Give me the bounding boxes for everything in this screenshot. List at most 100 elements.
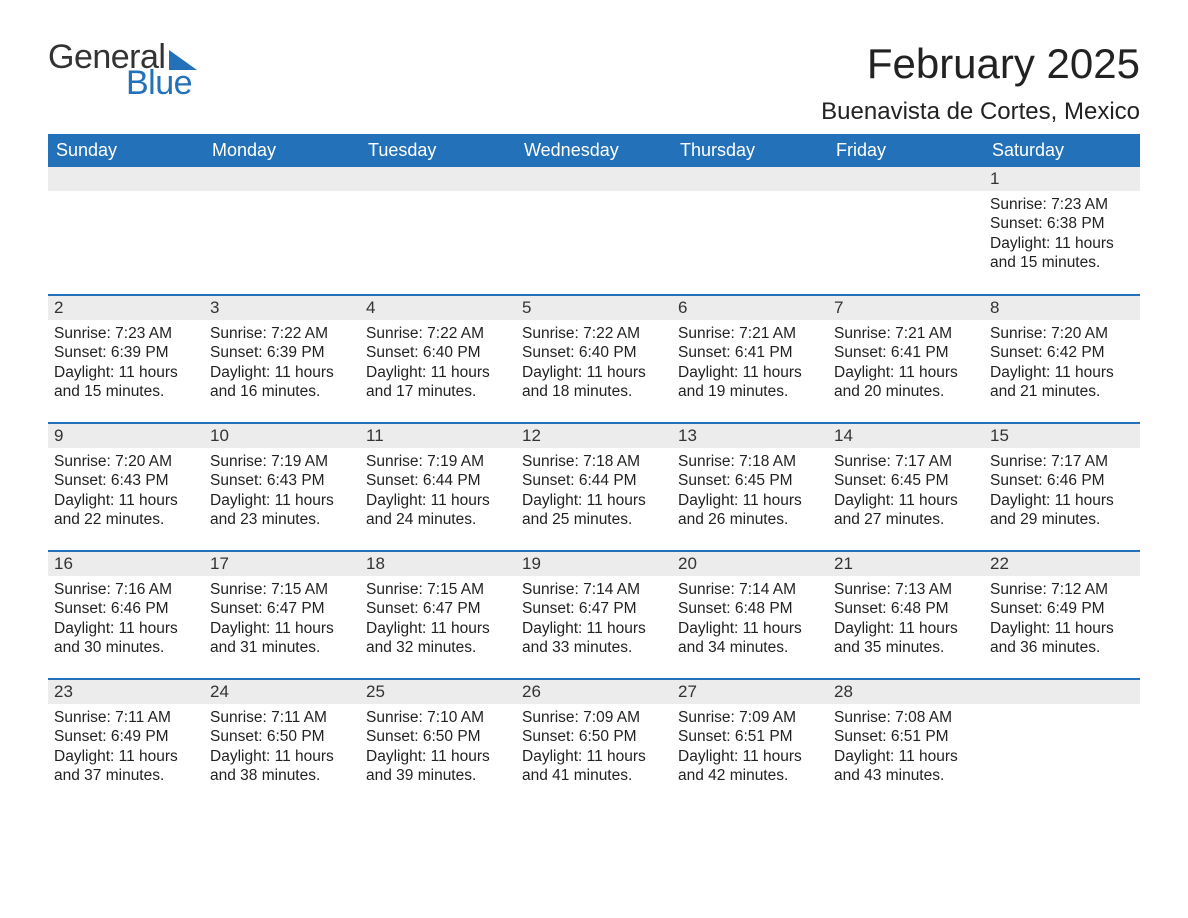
sunrise-text: Sunrise: 7:12 AM [990,580,1134,599]
day-number: 15 [984,424,1140,448]
calendar-table: Sunday Monday Tuesday Wednesday Thursday… [48,134,1140,807]
calendar-cell: 28Sunrise: 7:08 AMSunset: 6:51 PMDayligh… [828,679,984,807]
daylight-text: Daylight: 11 hours and 19 minutes. [678,363,822,402]
day-details: Sunrise: 7:21 AMSunset: 6:41 PMDaylight:… [828,320,984,412]
calendar-week-row: 1Sunrise: 7:23 AMSunset: 6:38 PMDaylight… [48,167,1140,295]
logo-text-blue: Blue [126,66,197,100]
day-details: Sunrise: 7:14 AMSunset: 6:48 PMDaylight:… [672,576,828,668]
calendar-cell: 16Sunrise: 7:16 AMSunset: 6:46 PMDayligh… [48,551,204,679]
day-number [204,167,360,191]
location-label: Buenavista de Cortes, Mexico [821,98,1140,126]
day-header: Thursday [672,134,828,167]
day-number: 16 [48,552,204,576]
calendar-cell: 20Sunrise: 7:14 AMSunset: 6:48 PMDayligh… [672,551,828,679]
calendar-cell [360,167,516,295]
day-number: 27 [672,680,828,704]
day-details: Sunrise: 7:09 AMSunset: 6:51 PMDaylight:… [672,704,828,796]
sunset-text: Sunset: 6:48 PM [678,599,822,618]
day-header: Tuesday [360,134,516,167]
day-number: 4 [360,296,516,320]
day-details: Sunrise: 7:18 AMSunset: 6:44 PMDaylight:… [516,448,672,540]
day-number [48,167,204,191]
sunrise-text: Sunrise: 7:20 AM [54,452,198,471]
sunrise-text: Sunrise: 7:17 AM [990,452,1134,471]
calendar-cell: 23Sunrise: 7:11 AMSunset: 6:49 PMDayligh… [48,679,204,807]
calendar-cell: 2Sunrise: 7:23 AMSunset: 6:39 PMDaylight… [48,295,204,423]
daylight-text: Daylight: 11 hours and 16 minutes. [210,363,354,402]
sunset-text: Sunset: 6:40 PM [522,343,666,362]
sunrise-text: Sunrise: 7:18 AM [522,452,666,471]
sunset-text: Sunset: 6:45 PM [834,471,978,490]
daylight-text: Daylight: 11 hours and 25 minutes. [522,491,666,530]
daylight-text: Daylight: 11 hours and 17 minutes. [366,363,510,402]
calendar-cell: 27Sunrise: 7:09 AMSunset: 6:51 PMDayligh… [672,679,828,807]
calendar-cell: 21Sunrise: 7:13 AMSunset: 6:48 PMDayligh… [828,551,984,679]
daylight-text: Daylight: 11 hours and 42 minutes. [678,747,822,786]
day-number: 20 [672,552,828,576]
day-number: 9 [48,424,204,448]
daylight-text: Daylight: 11 hours and 29 minutes. [990,491,1134,530]
day-number: 23 [48,680,204,704]
calendar-cell: 13Sunrise: 7:18 AMSunset: 6:45 PMDayligh… [672,423,828,551]
sunset-text: Sunset: 6:43 PM [54,471,198,490]
daylight-text: Daylight: 11 hours and 35 minutes. [834,619,978,658]
calendar-cell [204,167,360,295]
calendar-cell: 8Sunrise: 7:20 AMSunset: 6:42 PMDaylight… [984,295,1140,423]
daylight-text: Daylight: 11 hours and 43 minutes. [834,747,978,786]
sunset-text: Sunset: 6:42 PM [990,343,1134,362]
logo: General Blue [48,40,197,100]
sunset-text: Sunset: 6:50 PM [522,727,666,746]
daylight-text: Daylight: 11 hours and 33 minutes. [522,619,666,658]
day-number: 17 [204,552,360,576]
sunrise-text: Sunrise: 7:09 AM [522,708,666,727]
daylight-text: Daylight: 11 hours and 22 minutes. [54,491,198,530]
sunset-text: Sunset: 6:38 PM [990,214,1134,233]
sunset-text: Sunset: 6:48 PM [834,599,978,618]
day-number [360,167,516,191]
day-details: Sunrise: 7:11 AMSunset: 6:50 PMDaylight:… [204,704,360,796]
day-header: Wednesday [516,134,672,167]
daylight-text: Daylight: 11 hours and 15 minutes. [990,234,1134,273]
calendar-cell: 3Sunrise: 7:22 AMSunset: 6:39 PMDaylight… [204,295,360,423]
sunrise-text: Sunrise: 7:11 AM [210,708,354,727]
day-details: Sunrise: 7:14 AMSunset: 6:47 PMDaylight:… [516,576,672,668]
daylight-text: Daylight: 11 hours and 39 minutes. [366,747,510,786]
day-header: Monday [204,134,360,167]
sunrise-text: Sunrise: 7:21 AM [834,324,978,343]
sunset-text: Sunset: 6:46 PM [990,471,1134,490]
day-number: 1 [984,167,1140,191]
day-details: Sunrise: 7:12 AMSunset: 6:49 PMDaylight:… [984,576,1140,668]
sunrise-text: Sunrise: 7:18 AM [678,452,822,471]
daylight-text: Daylight: 11 hours and 31 minutes. [210,619,354,658]
day-number: 22 [984,552,1140,576]
day-details: Sunrise: 7:11 AMSunset: 6:49 PMDaylight:… [48,704,204,796]
calendar-cell: 18Sunrise: 7:15 AMSunset: 6:47 PMDayligh… [360,551,516,679]
sunset-text: Sunset: 6:50 PM [210,727,354,746]
calendar-cell: 22Sunrise: 7:12 AMSunset: 6:49 PMDayligh… [984,551,1140,679]
calendar-cell: 12Sunrise: 7:18 AMSunset: 6:44 PMDayligh… [516,423,672,551]
daylight-text: Daylight: 11 hours and 41 minutes. [522,747,666,786]
calendar-week-row: 9Sunrise: 7:20 AMSunset: 6:43 PMDaylight… [48,423,1140,551]
day-number [516,167,672,191]
sunrise-text: Sunrise: 7:15 AM [366,580,510,599]
day-details: Sunrise: 7:13 AMSunset: 6:48 PMDaylight:… [828,576,984,668]
sunrise-text: Sunrise: 7:23 AM [54,324,198,343]
day-number: 18 [360,552,516,576]
daylight-text: Daylight: 11 hours and 24 minutes. [366,491,510,530]
sunrise-text: Sunrise: 7:09 AM [678,708,822,727]
day-details: Sunrise: 7:09 AMSunset: 6:50 PMDaylight:… [516,704,672,796]
day-details: Sunrise: 7:23 AMSunset: 6:39 PMDaylight:… [48,320,204,412]
day-details: Sunrise: 7:23 AMSunset: 6:38 PMDaylight:… [984,191,1140,283]
day-number: 26 [516,680,672,704]
daylight-text: Daylight: 11 hours and 38 minutes. [210,747,354,786]
daylight-text: Daylight: 11 hours and 26 minutes. [678,491,822,530]
day-details: Sunrise: 7:19 AMSunset: 6:43 PMDaylight:… [204,448,360,540]
sunset-text: Sunset: 6:39 PM [54,343,198,362]
sunrise-text: Sunrise: 7:14 AM [678,580,822,599]
day-number: 8 [984,296,1140,320]
day-number [984,680,1140,704]
day-number: 24 [204,680,360,704]
sunrise-text: Sunrise: 7:22 AM [366,324,510,343]
daylight-text: Daylight: 11 hours and 21 minutes. [990,363,1134,402]
day-header: Sunday [48,134,204,167]
